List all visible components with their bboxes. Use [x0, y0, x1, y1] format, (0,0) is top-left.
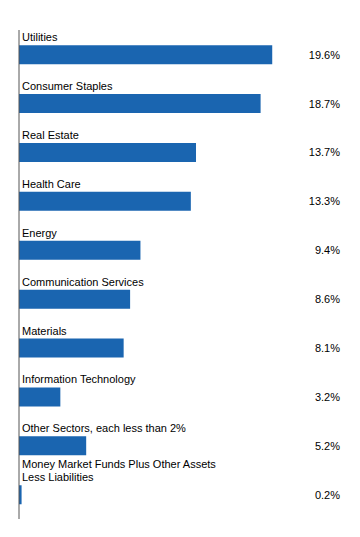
- svg-text:Less Liabilities: Less Liabilities: [22, 471, 94, 483]
- svg-text:3.2%: 3.2%: [315, 391, 340, 403]
- svg-text:Real Estate: Real Estate: [22, 129, 79, 141]
- svg-text:13.7%: 13.7%: [309, 146, 340, 158]
- svg-text:Information Technology: Information Technology: [22, 373, 136, 385]
- svg-text:19.6%: 19.6%: [309, 49, 340, 61]
- svg-text:Materials: Materials: [22, 325, 67, 337]
- svg-text:8.6%: 8.6%: [315, 293, 340, 305]
- svg-text:5.2%: 5.2%: [315, 440, 340, 452]
- svg-text:Consumer Staples: Consumer Staples: [22, 80, 113, 92]
- svg-text:Energy: Energy: [22, 227, 57, 239]
- svg-text:Communication Services: Communication Services: [22, 276, 144, 288]
- svg-text:8.1%: 8.1%: [315, 342, 340, 354]
- svg-text:13.3%: 13.3%: [309, 195, 340, 207]
- svg-text:18.7%: 18.7%: [309, 98, 340, 110]
- svg-text:9.4%: 9.4%: [315, 244, 340, 256]
- svg-text:Money Market Funds Plus Other: Money Market Funds Plus Other Assets: [22, 458, 216, 470]
- svg-text:Utilities: Utilities: [22, 31, 58, 43]
- svg-text:Health Care: Health Care: [22, 178, 81, 190]
- svg-text:0.2%: 0.2%: [315, 489, 340, 501]
- svg-text:Other Sectors, each less than: Other Sectors, each less than 2%: [22, 422, 186, 434]
